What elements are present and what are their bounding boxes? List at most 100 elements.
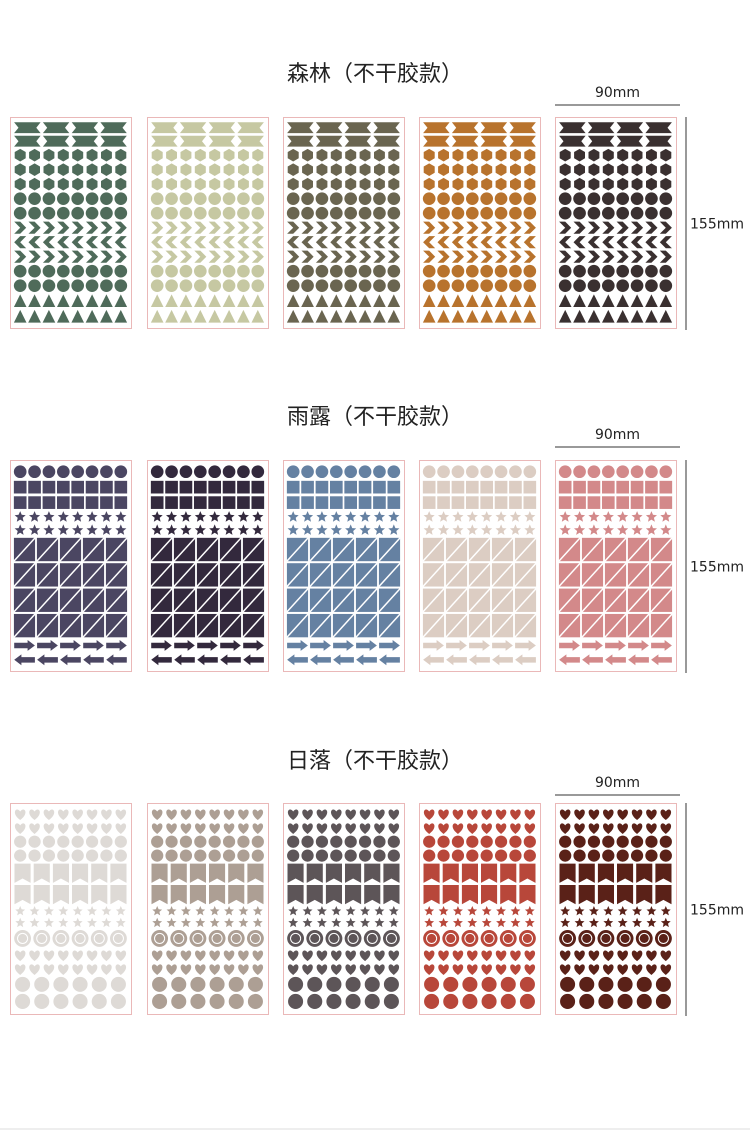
sticker — [574, 177, 585, 191]
sticker — [251, 496, 265, 509]
sticker — [359, 511, 371, 522]
sticker — [114, 264, 128, 278]
sticker — [251, 309, 265, 323]
sticker — [100, 192, 113, 206]
sticker — [150, 496, 164, 509]
sticker — [373, 279, 386, 293]
sticker — [222, 835, 236, 848]
sticker-line — [604, 613, 627, 638]
sticker — [170, 885, 187, 905]
sticker — [252, 906, 263, 916]
sticker — [106, 640, 127, 651]
sticker — [387, 236, 400, 249]
sticker — [344, 309, 357, 323]
sticker — [560, 917, 571, 928]
sticker-ring — [93, 932, 105, 944]
sticker-line — [491, 588, 514, 613]
sticker-sheet — [283, 117, 405, 329]
sticker — [510, 163, 521, 176]
sticker — [14, 885, 31, 905]
sticker — [237, 496, 250, 509]
sticker — [101, 950, 112, 962]
sticker — [423, 122, 450, 134]
sticker — [597, 929, 615, 947]
sticker — [329, 480, 343, 494]
sticker — [579, 993, 595, 1009]
sticker — [388, 823, 400, 834]
sticker — [659, 250, 672, 263]
sticker — [302, 917, 313, 928]
sticker — [71, 279, 85, 293]
sticker — [151, 236, 164, 249]
sticker — [495, 148, 507, 162]
sticker — [42, 122, 70, 134]
sticker — [345, 863, 362, 883]
sticker — [616, 122, 644, 134]
sticker — [237, 524, 249, 535]
sticker — [494, 294, 508, 307]
sticker — [29, 524, 41, 535]
sticker-line — [604, 562, 627, 588]
sticker — [523, 221, 536, 234]
sticker — [237, 465, 250, 479]
sticker — [315, 264, 329, 278]
sticker-sheet — [10, 803, 132, 1015]
sticker — [451, 465, 465, 479]
sticker-ring — [366, 932, 378, 944]
sticker — [42, 206, 56, 220]
sticker — [165, 849, 178, 862]
sticker-line — [558, 588, 581, 613]
sticker — [302, 177, 313, 191]
sticker — [179, 496, 193, 509]
sticker — [616, 465, 630, 479]
sticker-line — [105, 537, 128, 562]
sticker — [151, 122, 178, 134]
sticker — [316, 148, 328, 162]
sticker — [14, 177, 26, 191]
sticker — [287, 524, 299, 535]
sticker — [209, 148, 221, 162]
sticker — [494, 835, 508, 848]
sticker — [573, 221, 586, 234]
sticker — [330, 236, 343, 249]
sticker — [28, 309, 41, 323]
sticker — [509, 264, 522, 278]
sticker — [208, 221, 221, 234]
sticker — [359, 221, 372, 234]
sticker — [645, 835, 658, 848]
sticker — [252, 964, 264, 975]
sticker — [28, 236, 41, 249]
sticker — [331, 950, 342, 962]
sticker — [363, 929, 381, 947]
sticker — [462, 976, 478, 992]
sticker — [443, 976, 459, 992]
sticker — [325, 929, 343, 947]
sticker — [358, 206, 372, 220]
sticker — [237, 279, 250, 293]
sticker — [194, 177, 206, 191]
sticker — [524, 511, 536, 522]
sticker — [465, 264, 479, 278]
sticker — [85, 480, 99, 494]
sticker — [358, 465, 372, 479]
sticker — [287, 177, 299, 191]
sticker — [315, 480, 329, 494]
sticker — [179, 221, 192, 234]
sticker-sheet — [419, 460, 541, 672]
sticker — [588, 823, 600, 834]
sticker — [559, 654, 580, 666]
sticker — [481, 917, 492, 928]
sticker — [42, 192, 56, 206]
sticker — [42, 294, 56, 307]
sticker — [524, 906, 535, 916]
sticker — [71, 465, 85, 479]
sticker — [519, 976, 535, 992]
sticker — [238, 823, 249, 834]
sticker — [193, 206, 207, 220]
sticker-line — [242, 613, 265, 638]
sticker — [500, 885, 517, 905]
sticker-sheet — [419, 803, 541, 1015]
sticker-sheet — [555, 803, 677, 1015]
sticker-sheet — [147, 803, 269, 1015]
sticker — [480, 221, 493, 234]
